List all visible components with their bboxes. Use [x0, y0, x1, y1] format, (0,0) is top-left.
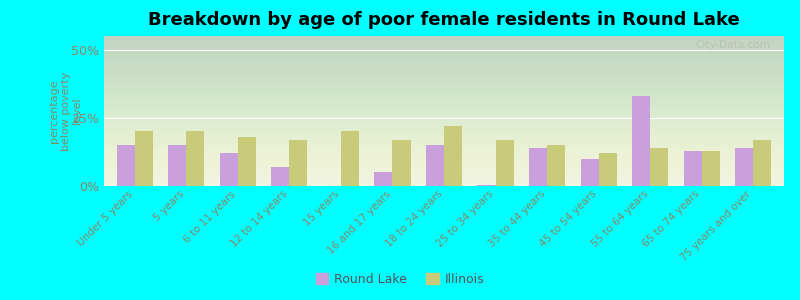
Bar	[478, 184, 495, 186]
Bar	[581, 159, 598, 186]
Bar	[238, 137, 256, 186]
Bar	[290, 140, 307, 186]
Title: Breakdown by age of poor female residents in Round Lake: Breakdown by age of poor female resident…	[148, 11, 740, 29]
Bar	[753, 140, 771, 186]
Bar	[702, 151, 720, 186]
Text: City-Data.com: City-Data.com	[696, 40, 770, 50]
Bar	[598, 153, 617, 186]
Bar	[135, 131, 153, 186]
Bar	[271, 167, 290, 186]
Bar	[683, 151, 702, 186]
Bar	[632, 96, 650, 186]
Bar	[341, 131, 359, 186]
Bar	[735, 148, 753, 186]
Bar	[529, 148, 547, 186]
Bar	[393, 140, 410, 186]
Legend: Round Lake, Illinois: Round Lake, Illinois	[310, 268, 490, 291]
Bar	[547, 145, 565, 186]
Bar	[168, 145, 186, 186]
Y-axis label: percentage
below poverty
level: percentage below poverty level	[49, 71, 82, 151]
Bar	[650, 148, 668, 186]
Bar	[374, 172, 393, 186]
Bar	[444, 126, 462, 186]
Bar	[426, 145, 444, 186]
Bar	[220, 153, 238, 186]
Bar	[495, 140, 514, 186]
Bar	[186, 131, 205, 186]
Bar	[117, 145, 135, 186]
